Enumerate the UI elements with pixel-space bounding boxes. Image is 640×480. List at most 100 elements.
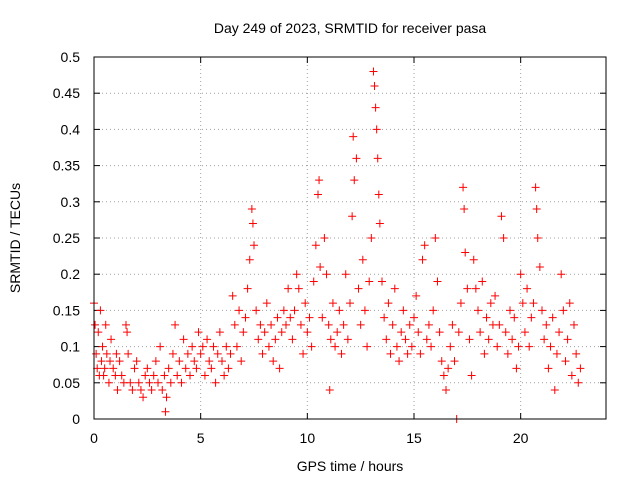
data-point xyxy=(501,328,510,337)
data-point xyxy=(348,212,357,221)
data-point xyxy=(279,306,288,315)
data-point xyxy=(303,328,312,337)
data-point xyxy=(427,342,436,351)
data-point xyxy=(486,299,495,308)
data-point xyxy=(97,357,106,366)
data-point xyxy=(173,371,182,380)
data-point xyxy=(209,342,218,351)
y-tick-label: 0.3 xyxy=(61,194,81,210)
data-point xyxy=(286,313,295,322)
data-point xyxy=(337,349,346,358)
data-point xyxy=(183,349,192,358)
data-point xyxy=(565,299,574,308)
data-point xyxy=(224,364,233,373)
data-point xyxy=(194,328,203,337)
data-point xyxy=(294,284,303,293)
data-point xyxy=(480,349,489,358)
data-point xyxy=(186,371,194,380)
data-point xyxy=(395,357,404,366)
data-point xyxy=(328,299,337,308)
data-point xyxy=(326,335,335,344)
data-point xyxy=(375,219,384,228)
data-point xyxy=(352,154,361,163)
data-point xyxy=(360,306,369,315)
data-point xyxy=(450,357,459,366)
data-point xyxy=(220,371,229,380)
data-point xyxy=(207,364,216,373)
data-point xyxy=(136,386,145,395)
data-point xyxy=(247,205,256,214)
data-point xyxy=(474,306,482,315)
data-point xyxy=(145,378,154,387)
plot-frame xyxy=(93,56,607,420)
data-point xyxy=(314,190,322,199)
data-point xyxy=(546,342,555,351)
data-point xyxy=(99,371,108,380)
y-tick-label: 0.25 xyxy=(53,230,80,246)
data-point xyxy=(106,357,114,366)
data-point xyxy=(442,386,450,395)
data-point xyxy=(495,320,504,329)
data-point xyxy=(420,241,429,250)
data-point xyxy=(349,132,358,141)
data-point xyxy=(540,335,549,344)
data-point xyxy=(122,320,130,329)
data-point xyxy=(284,284,293,293)
data-point xyxy=(269,357,278,366)
data-point xyxy=(301,299,310,308)
data-point xyxy=(392,342,401,351)
data-point xyxy=(538,306,546,315)
data-point xyxy=(446,342,455,351)
data-point xyxy=(527,313,536,322)
data-point xyxy=(354,284,363,293)
data-point xyxy=(252,306,261,315)
data-point xyxy=(262,299,271,308)
data-point xyxy=(177,378,186,387)
data-point xyxy=(91,320,100,329)
data-point xyxy=(356,320,365,329)
data-point xyxy=(370,81,379,90)
data-point xyxy=(318,313,327,322)
data-point xyxy=(107,335,116,344)
data-point xyxy=(544,364,553,373)
data-point xyxy=(315,176,324,185)
data-point xyxy=(179,335,188,344)
data-point xyxy=(407,342,416,351)
data-point xyxy=(463,284,472,293)
data-point xyxy=(130,364,139,373)
data-point xyxy=(232,342,241,351)
data-point xyxy=(444,364,453,373)
data-point xyxy=(160,371,169,380)
data-point xyxy=(412,291,421,300)
data-point xyxy=(305,313,314,322)
data-point xyxy=(154,378,162,387)
data-point xyxy=(459,183,468,192)
data-point xyxy=(254,335,263,344)
data-point xyxy=(471,284,480,293)
data-point xyxy=(190,357,199,366)
data-point xyxy=(386,349,395,358)
data-point xyxy=(104,378,113,387)
data-point xyxy=(431,234,440,242)
data-point xyxy=(388,320,397,329)
data-point xyxy=(454,328,463,337)
data-point xyxy=(374,190,383,199)
data-point xyxy=(267,320,276,329)
data-point xyxy=(410,313,418,322)
x-tick-label: 10 xyxy=(300,430,316,446)
data-point xyxy=(158,386,167,395)
data-point xyxy=(100,364,109,373)
data-point xyxy=(161,407,170,416)
data-point xyxy=(548,313,557,322)
data-point xyxy=(128,386,137,395)
data-point xyxy=(491,291,500,300)
data-point xyxy=(296,320,305,329)
data-point xyxy=(416,349,425,358)
data-point xyxy=(469,255,478,264)
data-point xyxy=(237,357,246,366)
data-point xyxy=(363,342,372,351)
data-point xyxy=(311,241,320,250)
data-points xyxy=(90,67,585,423)
data-point xyxy=(109,364,118,373)
data-point xyxy=(520,328,529,337)
